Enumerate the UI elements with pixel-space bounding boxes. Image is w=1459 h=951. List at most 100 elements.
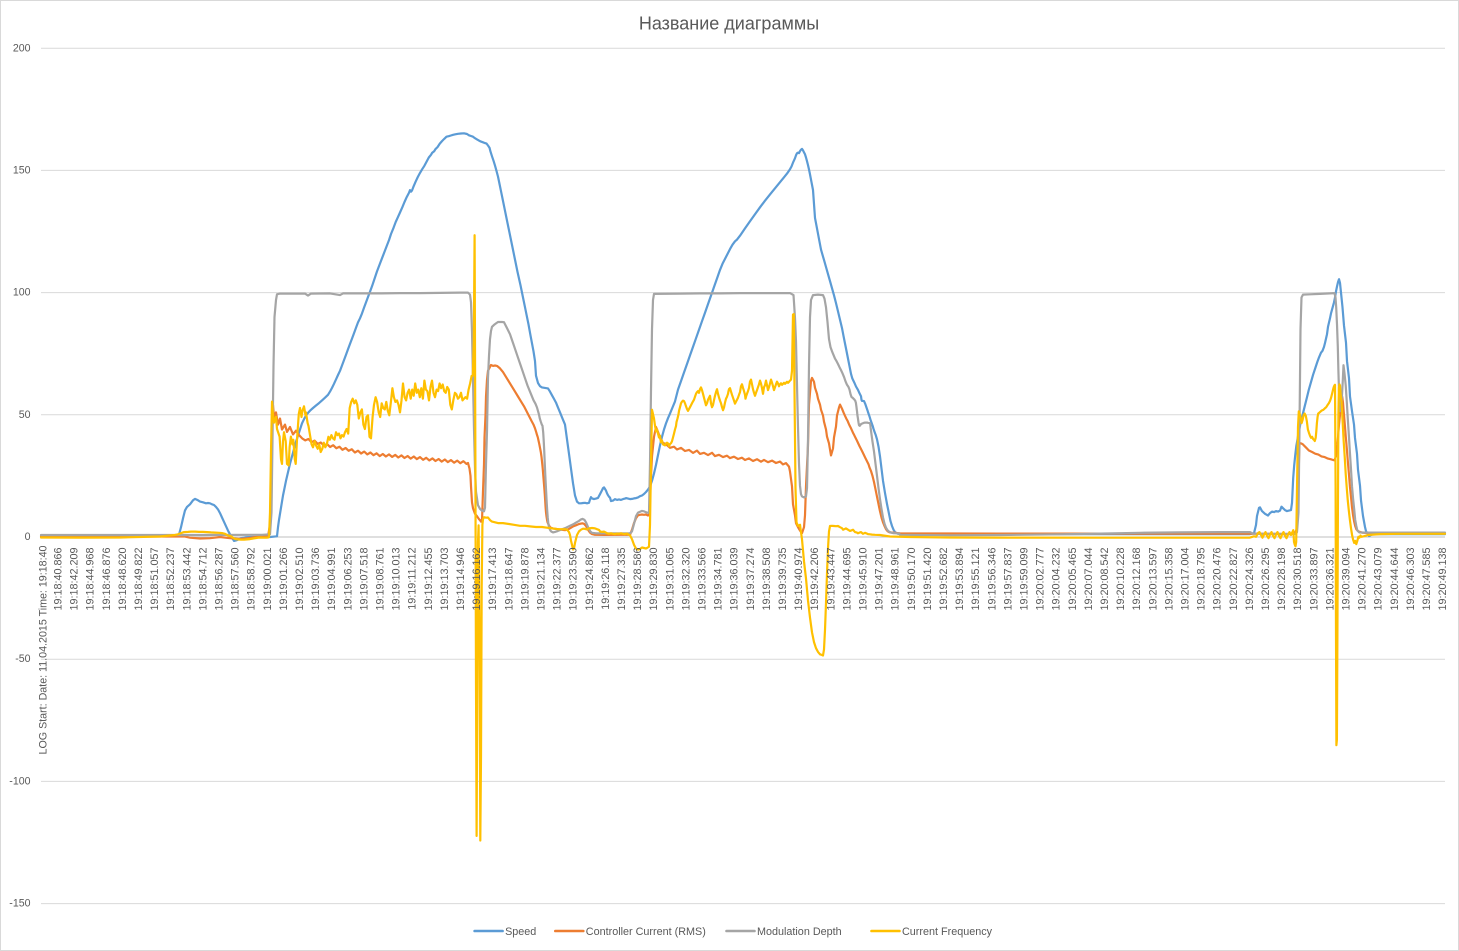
svg-text:Название диаграммы: Название диаграммы: [639, 14, 819, 34]
svg-text:19:19:56.346: 19:19:56.346: [986, 548, 998, 611]
svg-text:19:18:51.057: 19:18:51.057: [149, 548, 161, 611]
svg-text:19:19:02.510: 19:19:02.510: [294, 548, 306, 611]
svg-text:19:20:43.079: 19:20:43.079: [1373, 548, 1385, 611]
svg-text:19:19:59.099: 19:19:59.099: [1019, 548, 1031, 611]
svg-text:19:20:17.004: 19:20:17.004: [1180, 548, 1192, 611]
svg-text:19:20:10.228: 19:20:10.228: [1115, 548, 1127, 611]
svg-text:19:19:39.735: 19:19:39.735: [777, 548, 789, 611]
svg-text:19:19:24.862: 19:19:24.862: [584, 548, 596, 611]
svg-text:19:19:45.910: 19:19:45.910: [858, 548, 870, 611]
svg-text:19:20:33.897: 19:20:33.897: [1308, 548, 1320, 611]
svg-text:19:19:42.206: 19:19:42.206: [809, 548, 821, 611]
svg-text:19:18:57.560: 19:18:57.560: [230, 548, 242, 611]
svg-text:19:18:46.876: 19:18:46.876: [101, 548, 113, 611]
svg-text:0: 0: [25, 531, 31, 543]
svg-text:19:18:56.287: 19:18:56.287: [214, 548, 226, 611]
svg-text:19:20:08.542: 19:20:08.542: [1099, 548, 1111, 611]
svg-text:19:20:24.326: 19:20:24.326: [1244, 548, 1256, 611]
svg-text:19:19:04.991: 19:19:04.991: [326, 548, 338, 611]
svg-text:19:19:47.201: 19:19:47.201: [874, 548, 886, 611]
svg-text:100: 100: [13, 287, 31, 299]
svg-text:19:19:51.420: 19:19:51.420: [922, 548, 934, 611]
svg-text:19:20:20.476: 19:20:20.476: [1212, 548, 1224, 611]
svg-text:19:20:15.358: 19:20:15.358: [1163, 548, 1175, 611]
svg-text:Controller Current (RMS): Controller Current (RMS): [586, 926, 706, 938]
svg-text:19:19:14.946: 19:19:14.946: [455, 548, 467, 611]
svg-text:19:19:55.121: 19:19:55.121: [970, 548, 982, 611]
svg-text:19:20:46.303: 19:20:46.303: [1405, 548, 1417, 611]
svg-text:19:20:47.585: 19:20:47.585: [1421, 548, 1433, 611]
svg-text:19:18:54.712: 19:18:54.712: [197, 548, 209, 611]
svg-text:19:19:37.274: 19:19:37.274: [745, 548, 757, 611]
svg-text:19:19:40.974: 19:19:40.974: [793, 548, 805, 611]
svg-text:19:20:49.138: 19:20:49.138: [1437, 548, 1449, 611]
svg-text:19:19:28.586: 19:19:28.586: [632, 548, 644, 611]
svg-text:19:19:36.039: 19:19:36.039: [729, 548, 741, 611]
svg-text:19:19:21.134: 19:19:21.134: [536, 548, 548, 611]
svg-text:19:19:31.065: 19:19:31.065: [664, 548, 676, 611]
svg-text:19:19:48.961: 19:19:48.961: [890, 548, 902, 611]
svg-text:19:18:44.968: 19:18:44.968: [85, 548, 97, 611]
svg-text:19:20:04.232: 19:20:04.232: [1051, 548, 1063, 611]
svg-text:19:19:01.266: 19:19:01.266: [278, 548, 290, 611]
svg-text:19:20:02.777: 19:20:02.777: [1035, 548, 1047, 611]
svg-text:-150: -150: [9, 898, 30, 910]
svg-text:Modulation Depth: Modulation Depth: [757, 926, 842, 938]
svg-text:200: 200: [13, 42, 31, 54]
svg-text:LOG Start: Date: 11.04.2015 Ti: LOG Start: Date: 11.04.2015 Time: 19:18:…: [38, 545, 50, 754]
svg-text:19:19:07.518: 19:19:07.518: [358, 548, 370, 611]
svg-text:Current Frequency: Current Frequency: [902, 926, 993, 938]
svg-text:19:19:11.212: 19:19:11.212: [407, 548, 419, 610]
svg-text:19:19:34.781: 19:19:34.781: [713, 548, 725, 611]
svg-text:19:19:12.455: 19:19:12.455: [423, 548, 435, 611]
svg-text:19:19:17.413: 19:19:17.413: [487, 548, 499, 611]
svg-text:19:20:41.270: 19:20:41.270: [1357, 548, 1369, 611]
svg-text:19:19:50.170: 19:19:50.170: [906, 548, 918, 611]
svg-text:19:19:13.703: 19:19:13.703: [439, 548, 451, 611]
svg-text:19:19:38.508: 19:19:38.508: [761, 548, 773, 611]
svg-text:19:20:18.795: 19:20:18.795: [1196, 548, 1208, 611]
svg-text:19:20:22.827: 19:20:22.827: [1228, 548, 1240, 611]
svg-text:150: 150: [13, 164, 31, 176]
svg-text:19:19:52.682: 19:19:52.682: [938, 548, 950, 611]
svg-text:19:18:40.866: 19:18:40.866: [53, 548, 65, 611]
svg-text:19:20:39.094: 19:20:39.094: [1341, 548, 1353, 611]
svg-text:19:19:00.021: 19:19:00.021: [262, 548, 274, 611]
svg-text:19:20:13.597: 19:20:13.597: [1147, 548, 1159, 611]
svg-text:19:19:22.377: 19:19:22.377: [552, 548, 564, 611]
svg-text:19:19:06.253: 19:19:06.253: [342, 548, 354, 611]
svg-text:19:19:44.695: 19:19:44.695: [841, 548, 853, 611]
svg-text:19:19:33.566: 19:19:33.566: [697, 548, 709, 611]
svg-text:19:20:07.044: 19:20:07.044: [1083, 548, 1095, 611]
svg-text:19:19:23.590: 19:19:23.590: [568, 548, 580, 611]
svg-text:-50: -50: [15, 653, 30, 665]
svg-text:19:19:53.894: 19:19:53.894: [954, 548, 966, 611]
svg-text:19:20:26.295: 19:20:26.295: [1260, 548, 1272, 611]
svg-text:50: 50: [19, 409, 31, 421]
svg-text:19:19:27.335: 19:19:27.335: [616, 548, 628, 611]
svg-text:19:18:49.822: 19:18:49.822: [133, 548, 145, 611]
svg-text:19:19:03.736: 19:19:03.736: [310, 548, 322, 611]
svg-text:19:18:42.209: 19:18:42.209: [69, 548, 81, 611]
svg-text:19:18:58.792: 19:18:58.792: [246, 548, 258, 611]
svg-text:19:19:18.647: 19:19:18.647: [503, 548, 515, 611]
svg-text:19:19:26.118: 19:19:26.118: [600, 548, 612, 610]
svg-text:19:20:12.168: 19:20:12.168: [1131, 548, 1143, 611]
svg-text:Speed: Speed: [505, 926, 536, 938]
svg-text:19:20:05.465: 19:20:05.465: [1067, 548, 1079, 611]
svg-text:19:19:10.013: 19:19:10.013: [391, 548, 403, 611]
svg-text:19:19:32.320: 19:19:32.320: [680, 548, 692, 611]
svg-text:19:19:08.761: 19:19:08.761: [375, 548, 387, 611]
svg-text:19:19:43.447: 19:19:43.447: [825, 548, 837, 611]
svg-text:19:19:57.837: 19:19:57.837: [1002, 548, 1014, 611]
svg-text:19:19:16.162: 19:19:16.162: [471, 548, 483, 611]
svg-text:19:20:30.518: 19:20:30.518: [1292, 548, 1304, 611]
svg-text:19:20:44.644: 19:20:44.644: [1389, 548, 1401, 611]
svg-text:19:18:48.620: 19:18:48.620: [117, 548, 129, 611]
svg-text:19:18:53.442: 19:18:53.442: [181, 548, 193, 611]
svg-text:19:20:28.198: 19:20:28.198: [1276, 548, 1288, 611]
svg-text:-100: -100: [9, 775, 30, 787]
svg-text:19:19:29.830: 19:19:29.830: [648, 548, 660, 611]
svg-text:19:20:36.321: 19:20:36.321: [1324, 548, 1336, 611]
svg-text:19:18:52.237: 19:18:52.237: [165, 548, 177, 611]
